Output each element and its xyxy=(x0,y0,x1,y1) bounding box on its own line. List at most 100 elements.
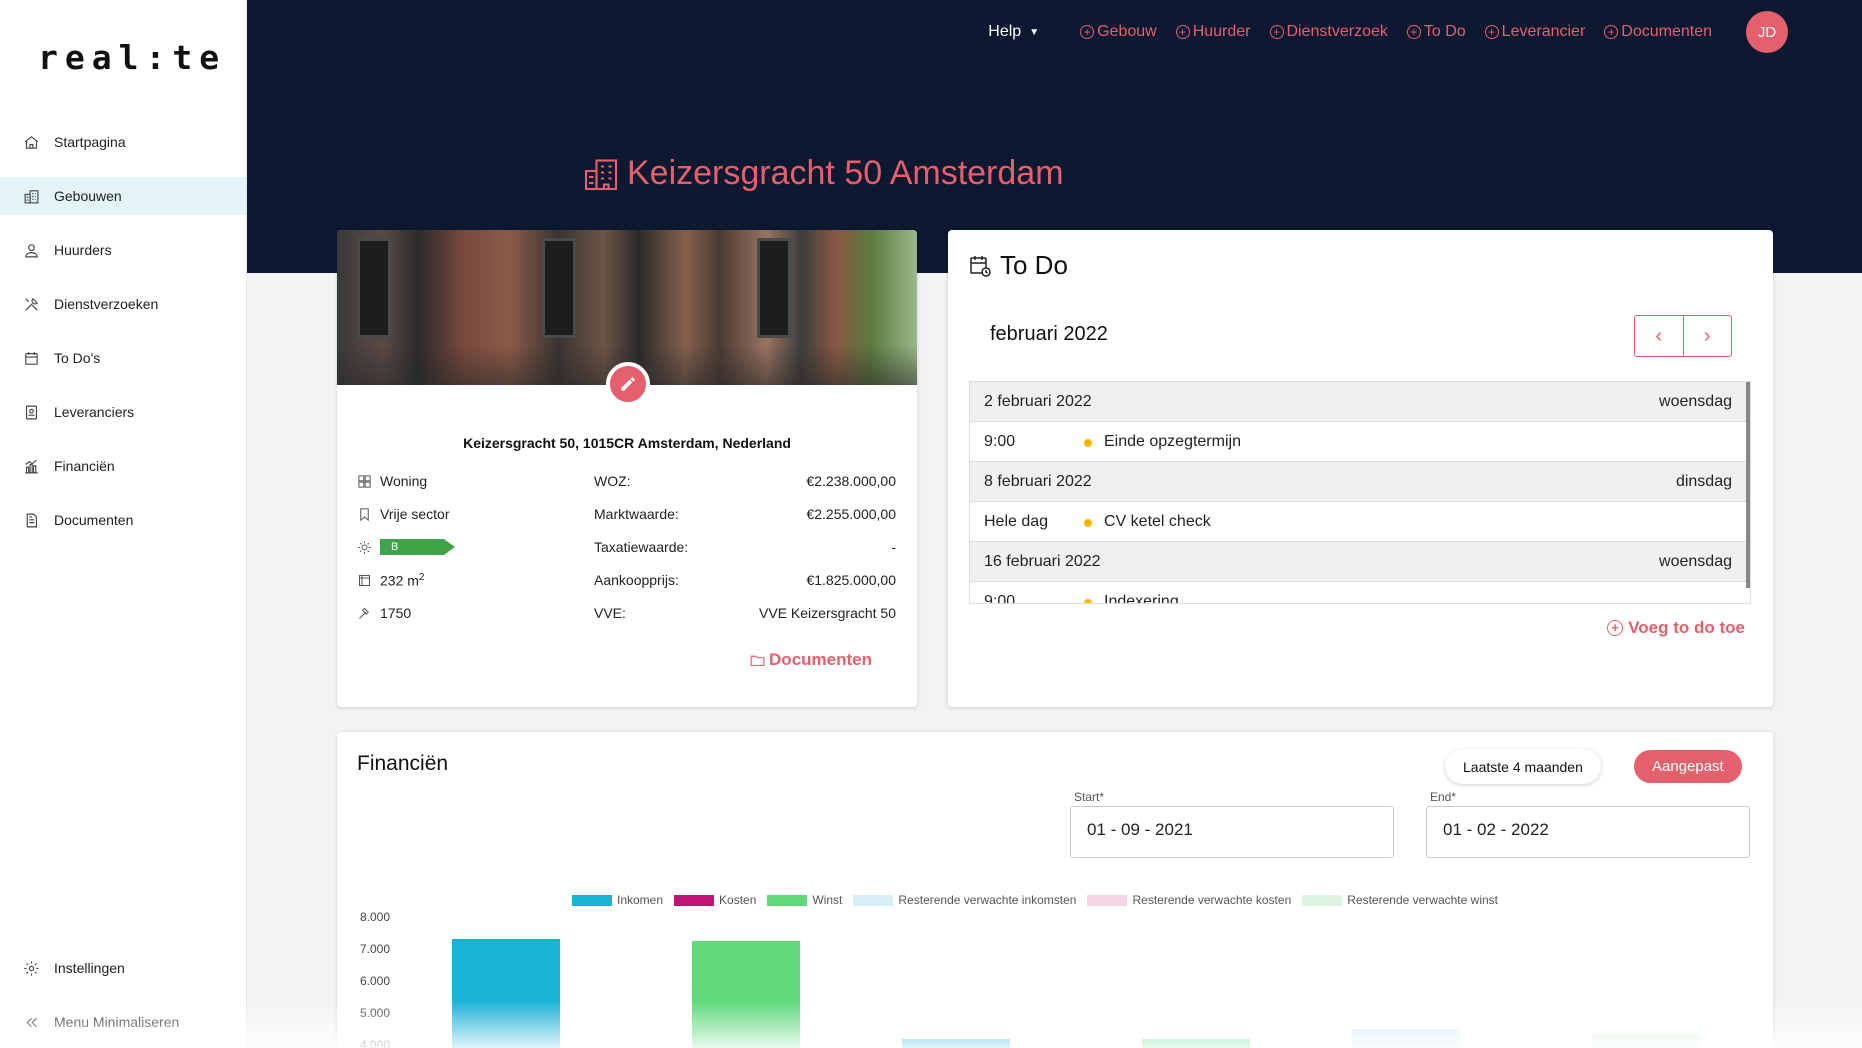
last-4-months-button[interactable]: Laatste 4 maanden xyxy=(1445,749,1601,784)
plus-circle-icon: + xyxy=(1406,25,1421,39)
legend-swatch xyxy=(1087,894,1128,906)
gear-icon xyxy=(22,959,40,977)
app-logo[interactable]: real:te xyxy=(38,38,227,77)
month-label: februari 2022 xyxy=(990,323,1108,345)
chart-bar[interactable] xyxy=(1592,1033,1700,1048)
aankoopprijs-value: €1.825.000,00 xyxy=(806,572,896,588)
legend-swatch xyxy=(1302,894,1343,906)
sidebar-item-startpagina[interactable]: Startpagina xyxy=(0,123,246,161)
event-name: Einde opzegtermijn xyxy=(1104,433,1241,450)
chevron-left-icon: ‹ xyxy=(1655,324,1663,347)
building-card: Keizersgracht 50, 1015CR Amsterdam, Nede… xyxy=(337,230,917,707)
top-banner: Help ▼ + Gebouw + Huurder + Dienstverzoek +… xyxy=(247,0,1862,273)
documents-link[interactable]: Documenten xyxy=(749,650,872,670)
legend-item[interactable]: Winst xyxy=(767,893,842,907)
energy-label: B xyxy=(380,539,455,555)
legend-swatch xyxy=(853,894,894,906)
quick-link-label: Documenten xyxy=(1621,23,1712,40)
y-tick-label: 4.000 xyxy=(359,1038,390,1048)
quick-add-todo[interactable]: + To Do xyxy=(1406,23,1466,41)
custom-range-button[interactable]: Aangepast xyxy=(1634,750,1742,783)
todo-scrollbar[interactable] xyxy=(1746,382,1750,588)
sidebar-item-dienstverzoeken[interactable]: Dienstverzoeken xyxy=(0,285,246,323)
legend-item[interactable]: Inkomen xyxy=(572,893,663,907)
end-date-field[interactable]: 01 - 02 - 2022 xyxy=(1426,806,1750,858)
area-unit-sup: 2 xyxy=(418,572,425,583)
sidebar-item-label: Documenten xyxy=(54,512,134,528)
property-sector: Vrije sector xyxy=(380,506,450,522)
plus-circle-icon: + xyxy=(1175,25,1190,39)
y-tick-label: 6.000 xyxy=(359,974,390,988)
chart-bar[interactable] xyxy=(692,941,800,1048)
sidebar-item-gebouwen[interactable]: Gebouwen xyxy=(0,177,246,215)
quick-link-label: Leverancier xyxy=(1501,23,1586,40)
todo-card: To Do februari 2022 ‹ › 2 februari 2022 w… xyxy=(948,230,1773,707)
chart-bar[interactable] xyxy=(452,939,560,1048)
event-dot xyxy=(1084,519,1092,527)
sidebar-item-label: Leveranciers xyxy=(54,404,135,420)
quick-add-leverancier[interactable]: + Leverancier xyxy=(1484,23,1586,41)
quick-add-huurder[interactable]: + Huurder xyxy=(1175,23,1251,41)
plus-circle-icon: + xyxy=(1604,25,1619,39)
day-date: 8 februari 2022 xyxy=(984,473,1092,490)
chart-legend: Inkomen Kosten Winst Resterende verwachte i… xyxy=(572,893,1509,907)
vve-value: VVE Keizersgracht 50 xyxy=(759,605,896,621)
next-month-button[interactable]: › xyxy=(1684,316,1732,356)
todo-event[interactable]: 9:00 Indexering xyxy=(970,582,1746,604)
area-icon xyxy=(359,574,370,586)
sidebar-item-documenten[interactable]: Documenten xyxy=(0,501,246,539)
sun-icon xyxy=(358,540,371,554)
legend-label: Resterende verwachte kosten xyxy=(1132,893,1292,907)
todo-event[interactable]: 9:00 Einde opzegtermijn xyxy=(970,422,1746,462)
start-date-field[interactable]: 01 - 09 - 2021 xyxy=(1070,806,1394,858)
event-name: CV ketel check xyxy=(1104,513,1211,530)
sidebar-item-financien[interactable]: Financiën xyxy=(0,447,246,485)
aankoopprijs-label: Aankoopprijs: xyxy=(594,572,679,588)
plus-circle-icon: + xyxy=(1607,620,1624,636)
quick-add-dienstverzoek[interactable]: + Dienstverzoek xyxy=(1269,23,1388,41)
prev-month-button[interactable]: ‹ xyxy=(1635,316,1684,356)
event-name: Indexering xyxy=(1104,593,1179,604)
chart-bar[interactable] xyxy=(902,1038,1010,1048)
chart-bar[interactable] xyxy=(1352,1029,1460,1048)
avatar[interactable]: JD xyxy=(1746,11,1788,53)
legend-item[interactable]: Resterende verwachte inkomsten xyxy=(853,893,1076,907)
edit-building-button[interactable] xyxy=(606,362,650,406)
todo-title-text: To Do xyxy=(1000,250,1068,280)
quick-link-label: Gebouw xyxy=(1097,23,1157,40)
sidebar-item-todos[interactable]: To Do's xyxy=(0,339,246,377)
sidebar-item-instellingen[interactable]: Instellingen xyxy=(0,949,246,987)
sidebar-item-label: Huurders xyxy=(54,242,112,258)
woz-label: WOZ: xyxy=(594,473,631,489)
property-area: 232 m2 xyxy=(380,572,424,589)
sidebar-item-leveranciers[interactable]: Leveranciers xyxy=(0,393,246,431)
legend-swatch xyxy=(572,894,612,906)
legend-item[interactable]: Resterende verwachte kosten xyxy=(1087,893,1291,907)
todo-event[interactable]: Hele dag CV ketel check xyxy=(970,502,1746,542)
quick-link-label: To Do xyxy=(1423,23,1466,40)
legend-item[interactable]: Resterende verwachte winst xyxy=(1302,893,1498,907)
folder-icon xyxy=(750,655,765,666)
document-icon xyxy=(22,511,40,529)
help-label: Help xyxy=(988,23,1022,40)
tools-icon xyxy=(22,295,40,313)
sidebar-minimize[interactable]: Menu Minimaliseren xyxy=(0,1003,246,1041)
chart-bar[interactable] xyxy=(1142,1038,1250,1048)
sidebar-item-label: Menu Minimaliseren xyxy=(54,1014,180,1030)
add-todo-button[interactable]: + Voeg to do toe xyxy=(1607,618,1745,638)
sidebar-item-label: Startpagina xyxy=(54,134,126,150)
todo-icon xyxy=(22,349,40,367)
quick-add-gebouw[interactable]: + Gebouw xyxy=(1080,23,1157,41)
plus-circle-icon: + xyxy=(1080,25,1095,39)
legend-item[interactable]: Kosten xyxy=(674,893,756,907)
sidebar-item-label: To Do's xyxy=(54,350,101,366)
sidebar-item-huurders[interactable]: Huurders xyxy=(0,231,246,269)
property-row: Vrije sector Marktwaarde: €2.255.000,00 xyxy=(337,506,917,528)
home-icon xyxy=(22,133,40,151)
property-row: Woning WOZ: €2.238.000,00 xyxy=(337,473,917,495)
sidebar: real:te Startpagina Gebouwen Huurders Di… xyxy=(0,0,247,1048)
sidebar-item-label: Gebouwen xyxy=(54,188,122,204)
todo-list[interactable]: 2 februari 2022 woensdag 9:00 Einde opzegt… xyxy=(969,381,1751,604)
help-menu[interactable]: Help ▼ xyxy=(988,23,1039,41)
quick-add-documenten[interactable]: + Documenten xyxy=(1604,23,1712,41)
